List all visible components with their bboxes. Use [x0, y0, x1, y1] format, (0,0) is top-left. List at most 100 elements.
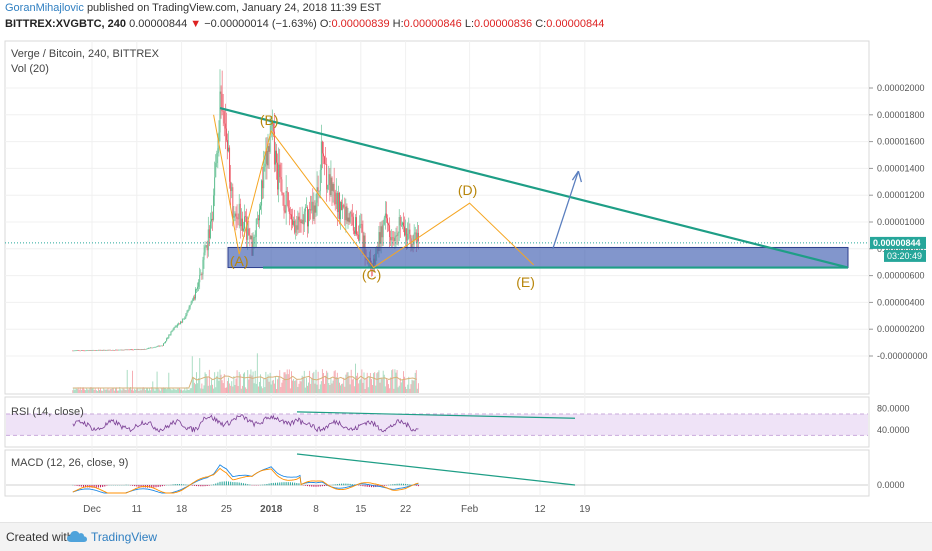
x-tick-label: 25: [221, 504, 233, 515]
support-zone[interactable]: [228, 247, 848, 267]
candle-body: [99, 350, 100, 351]
candle-body: [307, 207, 308, 226]
volume-bar: [122, 389, 123, 393]
volume-bar: [131, 390, 132, 393]
candle-body: [85, 351, 86, 352]
volume-bar: [278, 377, 279, 393]
candle-body: [130, 349, 131, 350]
macd-histogram-bar: [369, 485, 370, 487]
candle-body: [285, 211, 286, 213]
candle-body: [118, 350, 119, 351]
candle-body: [408, 230, 409, 234]
volume-bar: [159, 389, 160, 393]
macd-histogram-bar: [397, 484, 398, 486]
volume-bar: [137, 388, 138, 393]
tradingview-cloud-icon[interactable]: [67, 529, 87, 543]
volume-bar: [84, 390, 85, 393]
candle-body: [173, 329, 174, 330]
macd-divergence-line[interactable]: [297, 454, 575, 485]
macd-histogram-bar: [277, 483, 278, 486]
volume-bar: [100, 388, 101, 393]
macd-histogram-bar: [324, 485, 325, 486]
volume-bar: [255, 371, 256, 393]
projection-arrow-line[interactable]: [553, 171, 579, 249]
macd-histogram-bar: [173, 484, 174, 485]
candle-body: [358, 235, 359, 241]
volume-bar: [192, 356, 193, 393]
candle-body: [106, 350, 107, 351]
macd-histogram-bar: [126, 485, 127, 486]
candle-body: [346, 206, 347, 221]
candle-body: [145, 349, 146, 350]
volume-bar: [275, 376, 276, 393]
volume-bar: [344, 387, 345, 393]
volume-bar: [202, 389, 203, 393]
volume-bar: [185, 391, 186, 393]
volume-bar: [397, 370, 398, 393]
volume-bar: [172, 390, 173, 393]
volume-bar: [401, 382, 402, 393]
volume-bar: [378, 370, 379, 393]
volume-bar: [276, 389, 277, 393]
volume-bar: [289, 369, 290, 393]
macd-histogram-bar: [288, 482, 289, 485]
macd-histogram-bar: [309, 485, 310, 486]
candle-body: [153, 347, 154, 348]
x-tick-label: 22: [400, 504, 412, 515]
volume-bar: [402, 380, 403, 393]
y-tick-label: 0.00000600: [877, 271, 925, 281]
rsi-tick-label: 40.0000: [877, 425, 910, 435]
candle-body: [293, 221, 294, 225]
volume-bar: [216, 376, 217, 393]
volume-bar: [335, 370, 336, 393]
candle-body: [391, 237, 392, 240]
candle-body: [190, 305, 191, 307]
candle-body: [87, 350, 88, 351]
candle-body: [202, 260, 203, 275]
candle-body: [233, 216, 234, 218]
volume-bar: [194, 383, 195, 393]
macd-histogram-bar: [205, 485, 206, 486]
macd-line: [73, 465, 419, 493]
candle-body: [337, 193, 338, 212]
volume-bar: [297, 387, 298, 393]
candle-body: [72, 351, 73, 352]
volume-bar: [284, 372, 285, 393]
volume-bar: [340, 385, 341, 393]
macd-histogram-bar: [399, 484, 400, 486]
macd-histogram-bar: [367, 485, 368, 487]
macd-histogram-bar: [311, 485, 312, 487]
volume-bar: [300, 381, 301, 393]
macd-histogram-bar: [241, 483, 242, 485]
macd-histogram-bar: [337, 484, 338, 485]
volume-bar: [180, 389, 181, 393]
volume-bar: [376, 373, 377, 393]
volume-bar: [365, 389, 366, 393]
candle-body: [93, 350, 94, 351]
macd-histogram-bar: [418, 485, 419, 486]
candle-body: [74, 351, 75, 352]
volume-bar: [316, 370, 317, 393]
candle-body: [169, 335, 170, 336]
candle-body: [73, 351, 74, 352]
candle-body: [150, 348, 151, 349]
candle-body: [329, 174, 330, 195]
volume-bar: [73, 388, 74, 393]
macd-histogram-bar: [405, 484, 406, 485]
candle-body: [281, 179, 282, 193]
candle-body: [359, 224, 360, 240]
tradingview-brand-link[interactable]: TradingView: [91, 530, 157, 544]
volume-bar: [150, 390, 151, 393]
volume-bar: [195, 384, 196, 393]
y-tick-label: 0.00001200: [877, 190, 925, 200]
volume-bar: [367, 373, 368, 393]
candle-body: [201, 274, 202, 275]
candle-body: [161, 346, 162, 347]
candle-body: [159, 346, 160, 347]
candle-body: [250, 236, 251, 239]
volume-bar: [77, 389, 78, 393]
volume-bar: [105, 390, 106, 393]
macd-histogram-bar: [188, 485, 189, 486]
volume-bar: [306, 378, 307, 393]
